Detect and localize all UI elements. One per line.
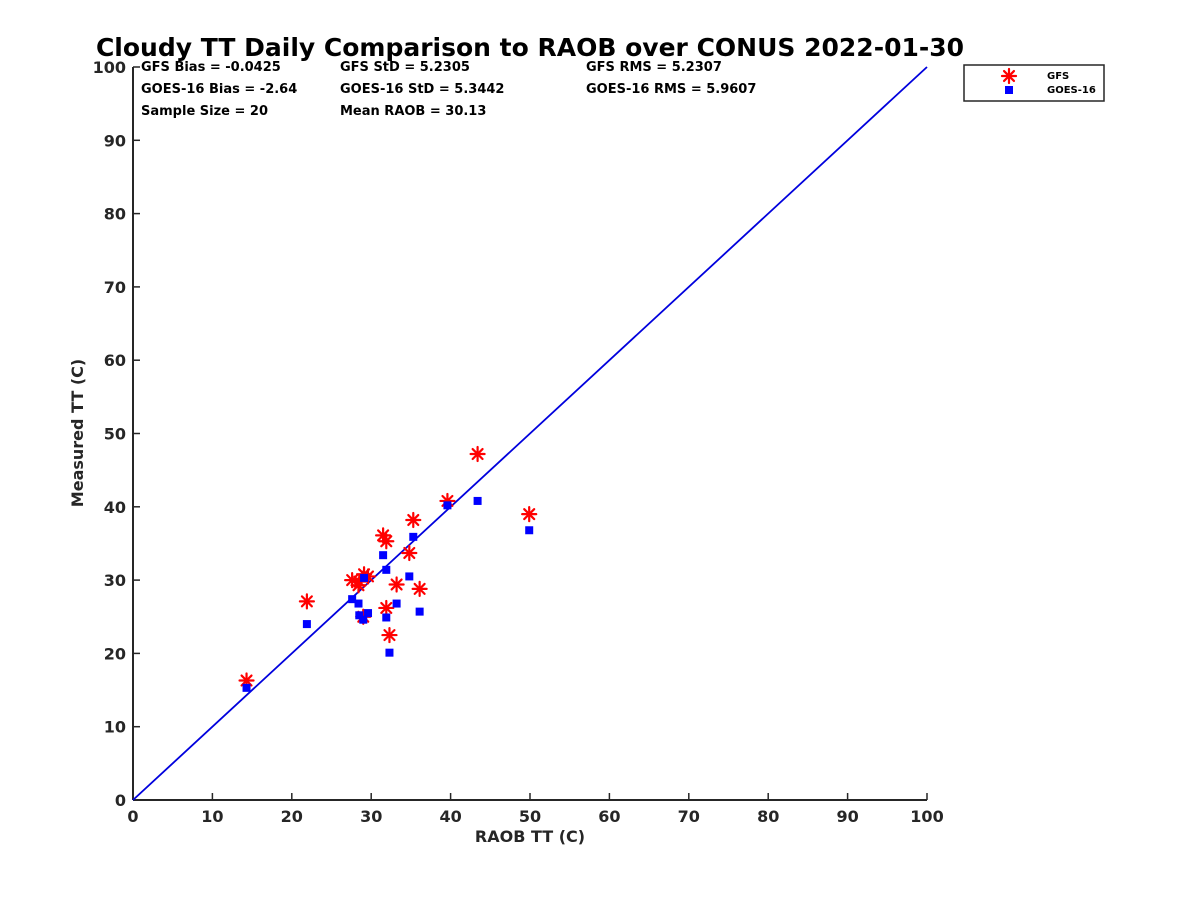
goes-16-point — [360, 573, 369, 582]
gfs-point — [411, 580, 428, 597]
axes: 0 10 20 30 40 50 60 70 80 90 100 0 10 20 30 40 50 60 70 80 9… — [93, 58, 944, 826]
x-tick-label: 30 — [360, 807, 382, 826]
y-tick-label: 90 — [104, 131, 126, 150]
gfs-point — [405, 511, 422, 529]
x-tick-label: 20 — [281, 807, 303, 826]
y-tick-label: 20 — [104, 644, 126, 663]
legend-symbol-gfs — [1000, 67, 1018, 85]
goes-16-point — [525, 526, 534, 535]
goes-16-point — [385, 648, 394, 657]
y-tick-label: 40 — [104, 498, 126, 517]
goes-16-point — [242, 683, 251, 692]
x-tick-label: 60 — [598, 807, 620, 826]
goes-16-point — [364, 609, 373, 618]
x-tick-label: 90 — [836, 807, 858, 826]
x-tick-label: 50 — [519, 807, 541, 826]
chart-title: Cloudy TT Daily Comparison to RAOB over … — [96, 33, 964, 62]
gfs-point — [378, 533, 395, 550]
x-axis-label: RAOB TT (C) — [475, 827, 585, 846]
x-tick-label: 100 — [910, 807, 943, 826]
gfs-point — [521, 506, 538, 523]
goes-16-point — [415, 607, 424, 616]
goes-16-point — [473, 496, 482, 505]
gfs-point — [401, 544, 418, 562]
legend: GFS GOES-16 — [963, 64, 1105, 102]
y-tick-label: 80 — [104, 205, 126, 224]
x-tick-label: 40 — [439, 807, 461, 826]
gfs-point — [469, 445, 486, 463]
goes-16-point — [392, 599, 401, 608]
one-to-one-line — [132, 66, 928, 801]
goes-16-point — [379, 551, 388, 560]
x-tick-label: 0 — [127, 807, 138, 826]
goes-16-point — [348, 595, 357, 604]
gfs-point — [298, 593, 315, 610]
x-tick-label: 10 — [201, 807, 223, 826]
stat-goes-rms: GOES-16 RMS = 5.9607 — [586, 82, 756, 97]
series-goes-16 — [242, 496, 534, 692]
goes-16-point — [354, 599, 363, 608]
legend-box — [963, 64, 1105, 102]
y-tick-label: 60 — [104, 351, 126, 370]
plot-area — [132, 66, 928, 801]
y-axis-label: Measured TT (C) — [68, 359, 87, 507]
legend-symbol-goes-16 — [1005, 86, 1013, 94]
goes-16-point — [382, 565, 391, 574]
stat-goes-std: GOES-16 StD = 5.3442 — [340, 82, 504, 97]
y-tick-label: 70 — [104, 278, 126, 297]
x-tick-label: 80 — [757, 807, 779, 826]
y-tick-label: 0 — [115, 791, 126, 810]
gfs-point — [381, 626, 398, 644]
y-tick-label: 100 — [93, 58, 126, 77]
stat-gfs-rms: GFS RMS = 5.2307 — [586, 60, 722, 75]
stat-goes-bias: GOES-16 Bias = -2.64 — [141, 82, 297, 97]
legend-marker-gfs — [1000, 67, 1018, 85]
goes-16-point — [355, 611, 364, 620]
gfs-point — [375, 527, 392, 544]
goes-16-point — [409, 532, 418, 541]
goes-16-point — [405, 572, 414, 581]
stat-sample-size: Sample Size = 20 — [141, 104, 268, 119]
legend-marker-goes-16 — [1005, 86, 1013, 94]
gfs-point — [388, 576, 405, 593]
y-tick-label: 50 — [104, 425, 126, 444]
y-tick-label: 10 — [104, 718, 126, 737]
stat-gfs-std: GFS StD = 5.2305 — [340, 60, 470, 75]
goes-16-point — [359, 615, 368, 624]
stat-mean-raob: Mean RAOB = 30.13 — [340, 104, 486, 119]
x-tick-label: 70 — [678, 807, 700, 826]
stats-block: GFS Bias = -0.0425 GFS StD = 5.2305 GFS … — [141, 60, 756, 119]
goes-16-point — [302, 620, 311, 629]
goes-16-point — [443, 501, 452, 510]
legend-label-goes-16: GOES-16 — [1047, 85, 1096, 96]
legend-label-gfs: GFS — [1047, 71, 1069, 82]
stat-gfs-bias: GFS Bias = -0.0425 — [141, 60, 281, 75]
gfs-point — [378, 599, 395, 617]
y-tick-label: 30 — [104, 571, 126, 590]
goes-16-point — [382, 613, 391, 622]
